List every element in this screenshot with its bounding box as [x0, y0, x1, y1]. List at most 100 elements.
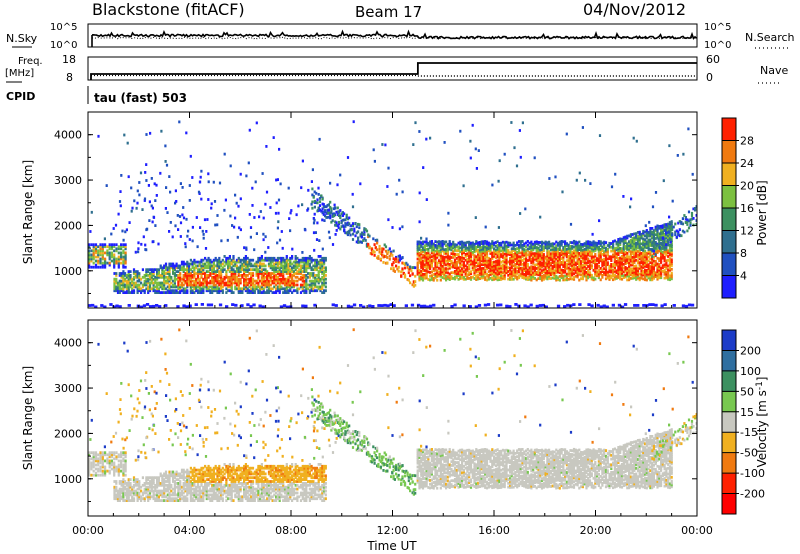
power-cell: [461, 267, 464, 271]
power-cell: [207, 264, 210, 268]
power-cell: [596, 257, 599, 260]
power-cell: [644, 224, 647, 228]
power-cell: [178, 120, 181, 124]
power-cell: [139, 305, 144, 308]
power-cell: [117, 257, 120, 261]
power-cell: [551, 257, 554, 261]
power-cell: [310, 287, 313, 291]
power-cell: [262, 258, 265, 262]
power-cell: [623, 303, 628, 306]
power-cell: [503, 277, 506, 281]
power-cell: [610, 270, 613, 274]
power-cell: [496, 303, 500, 307]
power-cell: [539, 254, 542, 258]
power-cell: [574, 254, 577, 257]
power-cell: [647, 232, 650, 236]
power-cell: [275, 279, 278, 283]
power-cell: [273, 266, 276, 270]
power-cell: [105, 184, 108, 187]
power-cell: [92, 255, 95, 259]
power-cell: [193, 258, 196, 262]
power-cell: [624, 258, 627, 262]
power-cell: [660, 234, 663, 238]
power-cell: [158, 305, 162, 308]
power-cell: [138, 289, 141, 293]
freq-tick-bottom: 8: [66, 71, 73, 84]
power-cell: [612, 268, 615, 272]
power-cell: [88, 253, 91, 257]
power-cell: [239, 260, 242, 264]
power-cell: [660, 270, 663, 274]
power-cell: [120, 283, 123, 287]
power-cell: [613, 250, 616, 254]
power-cell: [620, 268, 624, 272]
power-cell: [429, 136, 432, 140]
power-cell: [571, 250, 574, 254]
power-cell: [144, 171, 147, 174]
power-cell: [321, 211, 324, 215]
power-cell: [343, 225, 346, 229]
power-cell: [180, 266, 184, 270]
power-cell: [498, 266, 501, 270]
power-cell: [626, 246, 629, 249]
power-cell: [558, 263, 561, 267]
power-cell: [259, 291, 262, 294]
power-cell: [542, 255, 545, 258]
power-cell: [441, 249, 444, 253]
power-cell: [339, 173, 342, 177]
power-cell: [279, 305, 284, 308]
power-cell: [649, 227, 652, 230]
power-cell: [532, 258, 535, 261]
power-cell: [684, 217, 687, 221]
power-cell: [250, 275, 253, 279]
power-cell: [319, 258, 322, 262]
power-cell: [554, 175, 557, 179]
power-cell: [448, 242, 451, 245]
power-cell: [636, 246, 640, 250]
power-cell: [212, 270, 215, 273]
power-cell: [250, 283, 253, 287]
power-cell: [220, 279, 223, 283]
power-cell: [113, 255, 116, 259]
power-cell: [115, 257, 118, 261]
power-cell: [574, 261, 577, 265]
power-cell: [542, 247, 545, 251]
power-cell: [425, 242, 428, 246]
power-cell: [246, 264, 249, 268]
power-cell: [583, 247, 586, 251]
power-cell: [248, 128, 251, 132]
power-cell: [142, 235, 145, 239]
power-cell: [468, 305, 472, 308]
power-cell: [516, 254, 519, 258]
power-cell: [459, 263, 462, 267]
power-cell: [140, 287, 143, 291]
power-cell: [276, 275, 279, 279]
power-cell: [298, 277, 301, 281]
power-cell: [498, 268, 501, 272]
power-cell: [125, 281, 128, 285]
power-cell: [134, 275, 137, 279]
power-cell: [266, 279, 269, 283]
power-cell: [246, 262, 249, 266]
power-cell: [434, 274, 437, 278]
power-cell: [352, 303, 357, 307]
power-cell: [409, 265, 412, 269]
power-cell: [439, 273, 442, 276]
power-cell: [539, 277, 542, 281]
power-cell: [462, 304, 466, 308]
power-cell: [652, 275, 655, 278]
power-cell: [612, 253, 615, 257]
power-cell: [660, 255, 663, 259]
power-cell: [487, 274, 490, 277]
power-cell: [498, 242, 501, 245]
power-cell: [180, 260, 184, 264]
power-cell: [461, 257, 464, 261]
power-cell: [604, 250, 608, 254]
power-cell: [450, 248, 453, 252]
power-cell: [663, 271, 666, 274]
power-cell: [668, 223, 671, 226]
power-cell: [473, 244, 476, 248]
power-cell: [305, 285, 308, 289]
power-cell: [445, 278, 448, 282]
power-cell: [649, 268, 652, 272]
